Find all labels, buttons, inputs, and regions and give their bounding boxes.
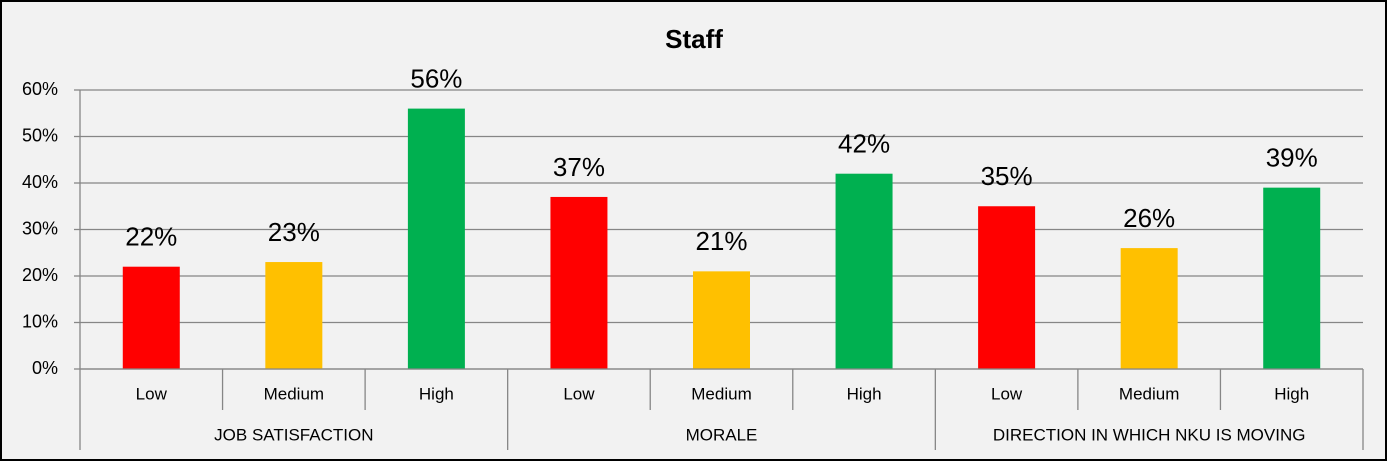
bar: [835, 173, 893, 369]
group-label: JOB SATISFACTION: [214, 425, 373, 444]
bar: [550, 196, 608, 369]
x-tick-label: High: [419, 384, 454, 403]
value-label: 37%: [553, 152, 605, 182]
x-tick-label: Medium: [1119, 384, 1179, 403]
value-label: 23%: [268, 217, 320, 247]
x-tick-label: Low: [991, 384, 1023, 403]
value-label: 56%: [410, 63, 462, 93]
value-label: 26%: [1123, 203, 1175, 233]
value-label: 22%: [125, 222, 177, 252]
x-tick-label: Medium: [264, 384, 324, 403]
x-tick-label: Medium: [691, 384, 751, 403]
x-tick-label: Low: [136, 384, 168, 403]
x-tick-label: Low: [563, 384, 595, 403]
y-tick-label: 0%: [32, 358, 58, 378]
bar: [407, 108, 465, 369]
value-label: 35%: [981, 161, 1033, 191]
x-tick-label: High: [1274, 384, 1309, 403]
y-tick-label: 60%: [22, 79, 58, 99]
group-label: DIRECTION IN WHICH NKU IS MOVING: [993, 425, 1306, 444]
value-label: 42%: [838, 129, 890, 159]
bar: [1263, 187, 1321, 369]
y-tick-label: 40%: [22, 172, 58, 192]
group-label: MORALE: [686, 425, 758, 444]
bar: [978, 206, 1036, 369]
x-tick-label: High: [847, 384, 882, 403]
bar: [122, 266, 180, 369]
bar: [265, 262, 323, 369]
y-tick-label: 30%: [22, 218, 58, 238]
bar: [1120, 248, 1178, 369]
y-tick-label: 20%: [22, 265, 58, 285]
value-label: 21%: [695, 226, 747, 256]
y-tick-label: 50%: [22, 125, 58, 145]
bar: [693, 271, 750, 369]
chart-title: Staff: [665, 24, 723, 54]
y-tick-label: 10%: [22, 311, 58, 331]
value-label: 39%: [1266, 143, 1318, 173]
